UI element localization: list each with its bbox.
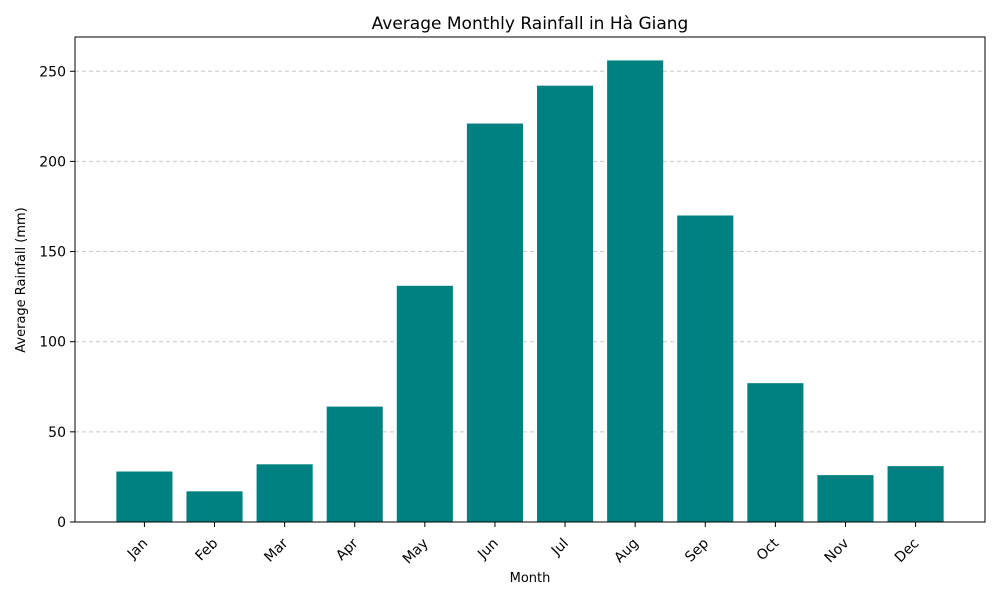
y-tick-label: 50 [48, 425, 66, 441]
bar-jun [466, 123, 523, 522]
x-tick-label: May [400, 536, 432, 568]
bar-sep [677, 215, 734, 522]
y-tick-label: 0 [57, 515, 66, 531]
bar-jan [116, 471, 173, 522]
bar-oct [747, 383, 804, 522]
bar-aug [607, 60, 664, 523]
bar-mar [256, 464, 313, 522]
x-tick-label: Jan [124, 536, 151, 563]
plot-frame [74, 36, 986, 523]
x-tick-label: Dec [892, 536, 922, 566]
y-tick-label: 200 [39, 154, 66, 170]
x-tick-label: Sep [682, 535, 712, 565]
y-tick-label: 100 [39, 335, 66, 351]
bar-dec [887, 466, 944, 522]
chart-title: Average Monthly Rainfall in Hà Giang [372, 14, 689, 34]
bar-feb [186, 491, 243, 522]
y-axis-label: Average Rainfall (mm) [14, 207, 29, 352]
x-tick-label: Oct [754, 535, 783, 564]
x-tick-label: Feb [192, 535, 221, 564]
bar-nov [817, 475, 874, 522]
x-tick-label: Apr [333, 535, 362, 564]
bar-apr [326, 406, 383, 522]
x-axis-label: Month [510, 571, 551, 586]
y-tick-label: 150 [39, 245, 66, 261]
x-tick-label: Aug [611, 536, 642, 567]
x-tick-label: Mar [261, 535, 291, 565]
bar-jul [537, 85, 594, 522]
x-tick-label: Jul [548, 536, 572, 560]
x-tick-label: Nov [822, 536, 853, 567]
bar-may [396, 285, 453, 522]
x-tick-label: Jun [474, 536, 501, 563]
y-tick-label: 250 [39, 64, 66, 80]
